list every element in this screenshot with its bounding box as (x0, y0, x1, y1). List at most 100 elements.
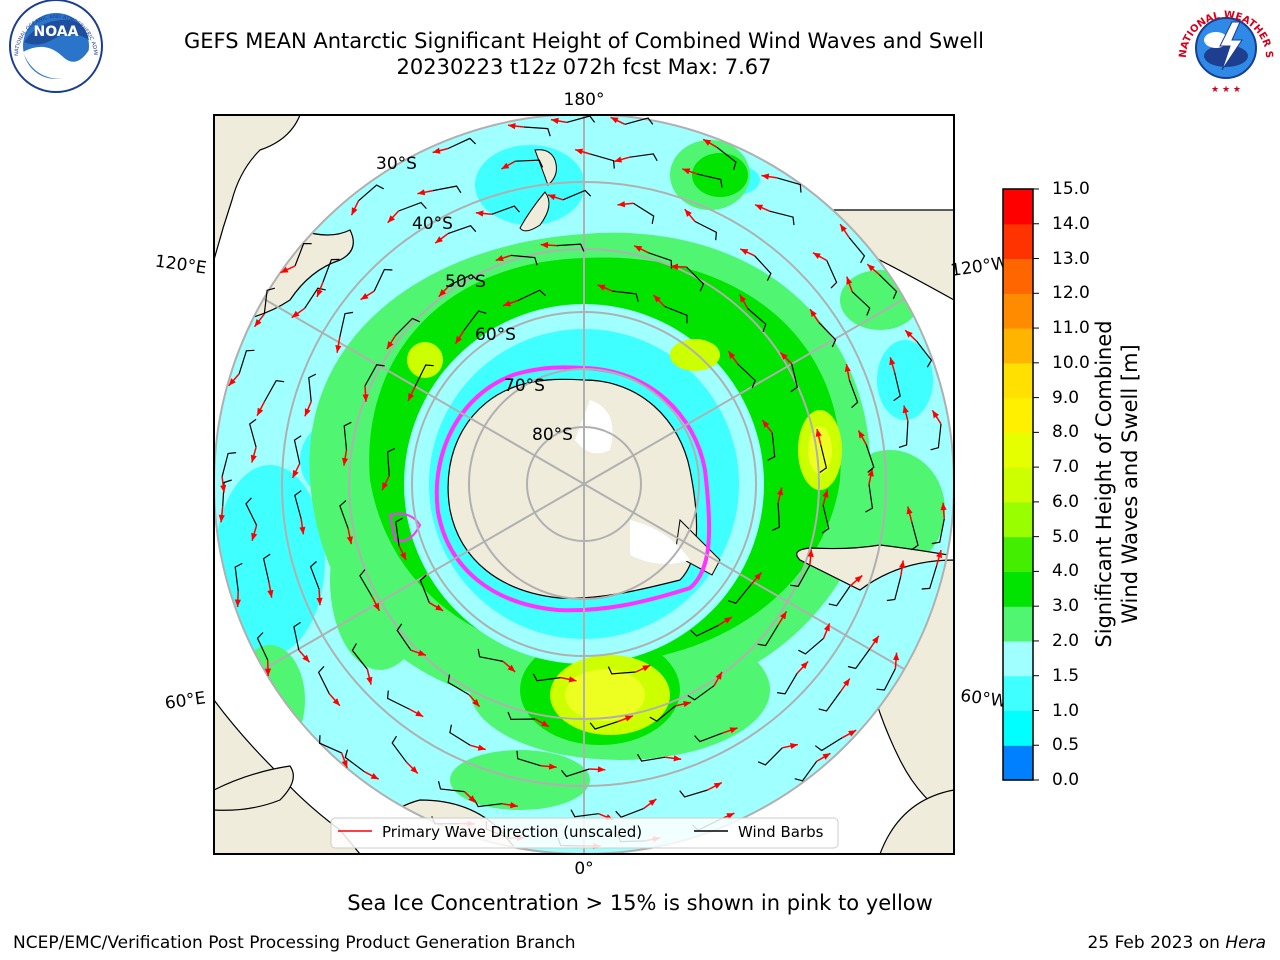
wave-arrow-head (387, 215, 395, 223)
map-frame (213, 114, 955, 855)
wave-arrow-head (472, 699, 480, 707)
wave-arrow-head (867, 468, 874, 477)
wind-barb (419, 574, 430, 603)
wave-arrow-head (858, 430, 865, 439)
wind-barb (865, 444, 875, 473)
lat-label-70s: 70°S (504, 376, 545, 396)
colorbar-tick-label: 13.0 (1052, 248, 1090, 269)
wave-arrow-head (728, 351, 736, 359)
wave-arrow-head (670, 263, 678, 270)
wave-arrow-head (251, 532, 258, 541)
colorbar-band (1003, 467, 1033, 503)
wind-barb (607, 666, 636, 675)
colorbar-tick-label: 7.0 (1052, 457, 1080, 478)
colorbar-tick-label: 10.0 (1052, 352, 1090, 373)
wave-arrow-head (762, 420, 770, 428)
wind-barb (769, 210, 795, 226)
wind-barb (294, 490, 302, 519)
wave-arrow-head (597, 284, 606, 291)
colorbar-band (1003, 189, 1033, 225)
wave-arrow-head (438, 289, 447, 297)
wave-arrow-head (755, 204, 764, 211)
wind-barb (886, 576, 902, 602)
wind-barb (263, 287, 275, 315)
wind-barb (249, 418, 257, 448)
wave-arrow-head (597, 766, 606, 773)
wave-arrow-head (400, 552, 407, 561)
wind-barb (222, 479, 232, 507)
wave-arrow-head (228, 378, 236, 386)
colorbar-tick-label: 9.0 (1052, 387, 1080, 408)
wind-barb (398, 201, 427, 212)
wave-arrow-head (684, 209, 692, 217)
wind-barb (238, 349, 255, 374)
wind-barb (570, 809, 599, 818)
svg-text:NATIONAL WEATHER SERVICE: NATIONAL WEATHER SERVICE (0, 0, 1274, 59)
wind-barb (532, 673, 561, 682)
wave-direction-arrows (218, 115, 947, 850)
wind-barb (477, 648, 504, 662)
wave-arrow-head (250, 454, 257, 463)
colorbar-tick-label: 5.0 (1052, 526, 1080, 547)
wave-arrow-head (848, 730, 857, 737)
wave-arrow-head (341, 759, 348, 768)
wind-barb (432, 185, 462, 194)
wind-barb (612, 290, 639, 302)
wave-arrow-head (362, 394, 369, 402)
wind-barb (560, 768, 590, 778)
wave-arrow-head (893, 652, 900, 661)
wind-barb (851, 291, 871, 316)
colorbar-tick-label: 0.5 (1052, 735, 1080, 756)
wave-arrow-head (822, 489, 829, 498)
wind-barb (757, 747, 783, 766)
wave-arrow-head (683, 701, 691, 707)
wind-barb (507, 711, 536, 721)
wind-barb (737, 363, 756, 389)
lat-label-80s: 80°S (532, 425, 573, 445)
wind-barb (931, 518, 945, 545)
wind-barb (364, 364, 385, 387)
wave-arrow-head (234, 599, 241, 607)
wave-arrow-head (642, 665, 651, 672)
wave-arrow-head (617, 201, 626, 208)
wave-arrow-head (810, 309, 817, 317)
wave-arrow-head (739, 294, 747, 303)
wind-barb (636, 753, 666, 762)
footer-branch: NCEP/EMC/Verification Post Processing Pr… (13, 933, 576, 953)
wind-barb (245, 497, 258, 526)
wave-arrow-head (366, 676, 373, 685)
wave-arrow-head (843, 678, 850, 687)
wave-arrow-head (332, 698, 340, 706)
wave-arrow-head (575, 148, 584, 155)
wave-arrow-head (475, 210, 484, 217)
colorbar-tick-label: 6.0 (1052, 491, 1080, 512)
lon-label-60e: 60°E (164, 688, 207, 713)
wind-barb (293, 435, 302, 464)
wave-arrow-head (417, 189, 426, 196)
wind-barb (517, 289, 546, 302)
wave-arrow-head (822, 753, 831, 760)
wave-arrow-head (905, 330, 913, 338)
wind-barb (304, 287, 326, 309)
wind-barb (649, 705, 676, 722)
wind-barb (814, 737, 843, 752)
wave-arrow-head (382, 482, 389, 491)
wave-arrow-head (846, 276, 853, 285)
colorbar-tick-label: 1.0 (1052, 700, 1080, 721)
wave-arrow-head (346, 536, 353, 545)
wind-barb (322, 258, 340, 283)
wind-barb (396, 623, 412, 651)
lat-label-40s: 40°S (412, 214, 453, 234)
wave-arrow-head (899, 560, 906, 569)
wind-barb (911, 521, 919, 551)
wind-barb (664, 305, 688, 324)
wind-barb (694, 732, 723, 743)
wind-barb (318, 735, 342, 754)
nws-logo: NATIONAL WEATHER SERVICE ★ ★ ★ (0, 0, 1274, 95)
wind-barb (818, 691, 842, 712)
colorbar-band (1003, 223, 1033, 260)
wave-arrow-head (292, 469, 299, 478)
plot-subtitle: 20230223 t12z 072h fcst Max: 7.67 (396, 55, 772, 79)
wind-barb (395, 317, 421, 336)
wind-barb (395, 517, 403, 546)
